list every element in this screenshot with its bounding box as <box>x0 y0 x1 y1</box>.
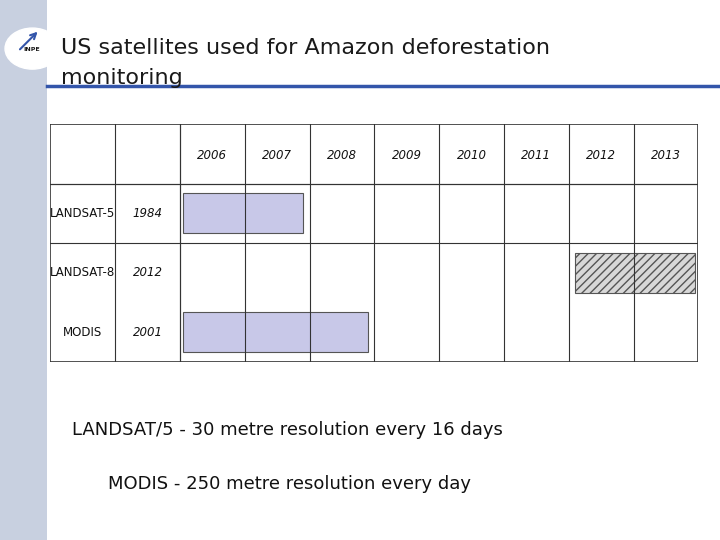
FancyBboxPatch shape <box>50 124 698 362</box>
Text: INPE: INPE <box>24 48 40 52</box>
Text: 2013: 2013 <box>651 150 681 163</box>
Text: 2006: 2006 <box>197 150 228 163</box>
Text: LANDSAT-8: LANDSAT-8 <box>50 266 115 279</box>
Text: MODIS - 250 metre resolution every day: MODIS - 250 metre resolution every day <box>108 475 471 493</box>
Text: MODIS: MODIS <box>63 326 102 339</box>
FancyBboxPatch shape <box>575 253 695 293</box>
Text: US satellites used for Amazon deforestation: US satellites used for Amazon deforestat… <box>61 38 550 58</box>
Text: LANDSAT/5 - 30 metre resolution every 16 days: LANDSAT/5 - 30 metre resolution every 16… <box>72 421 503 439</box>
Circle shape <box>5 28 60 69</box>
Text: monitoring: monitoring <box>61 68 183 87</box>
Text: 2011: 2011 <box>521 150 552 163</box>
Text: 2012: 2012 <box>586 150 616 163</box>
FancyBboxPatch shape <box>183 193 303 233</box>
Text: 2009: 2009 <box>392 150 422 163</box>
FancyBboxPatch shape <box>183 312 368 352</box>
Text: LANDSAT-5: LANDSAT-5 <box>50 207 115 220</box>
Text: 2010: 2010 <box>456 150 487 163</box>
Text: 2001: 2001 <box>132 326 163 339</box>
Text: 2007: 2007 <box>262 150 292 163</box>
Text: 2012: 2012 <box>132 266 163 279</box>
Text: 2008: 2008 <box>327 150 357 163</box>
Text: 1984: 1984 <box>132 207 163 220</box>
FancyBboxPatch shape <box>0 0 47 540</box>
